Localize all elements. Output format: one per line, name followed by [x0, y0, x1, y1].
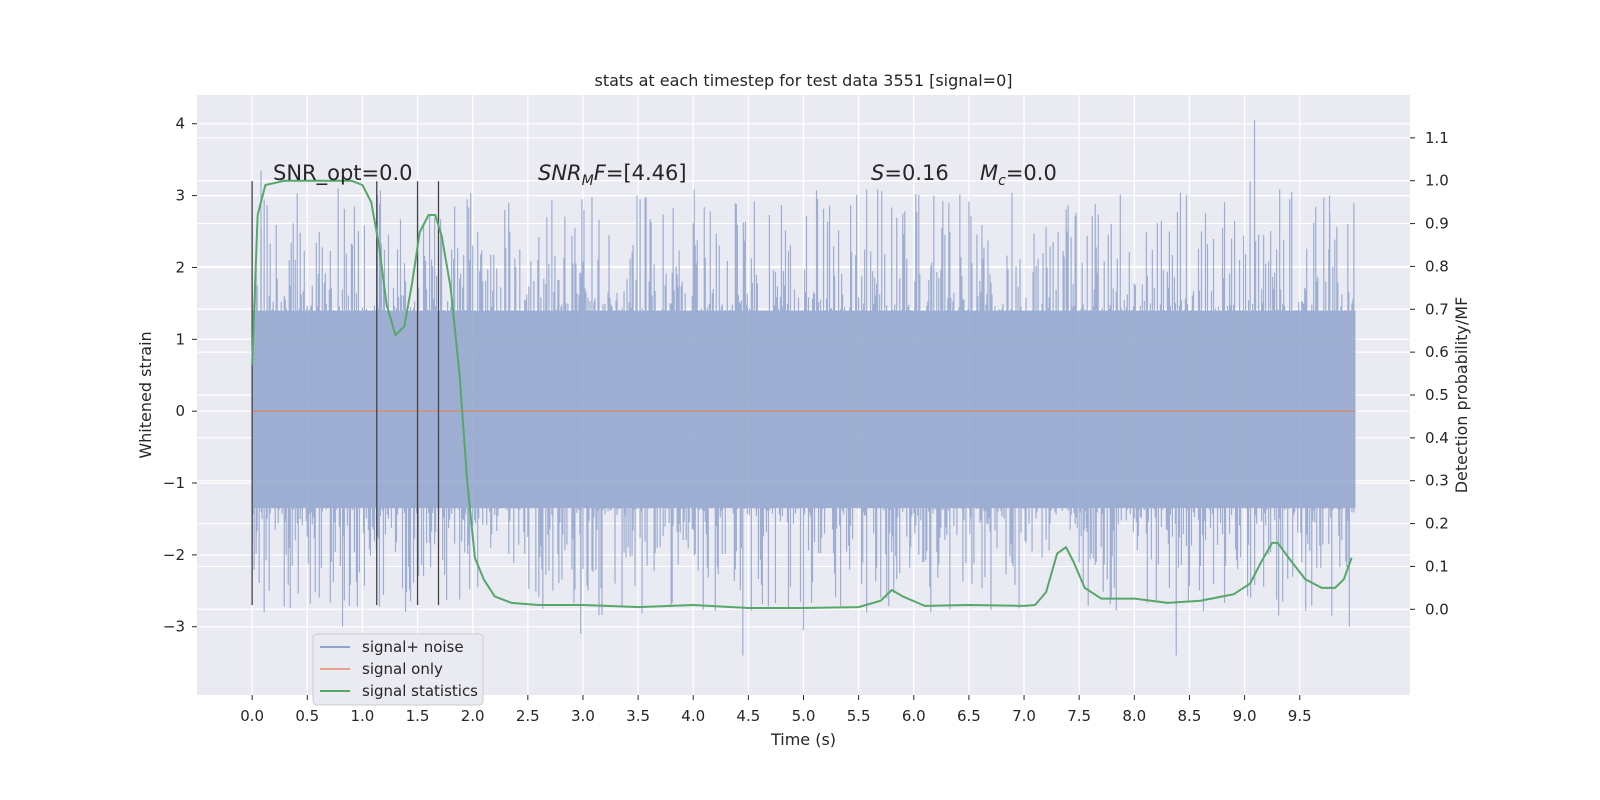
x-tick-label: 1.0 [350, 707, 374, 725]
annotation-mc: Mc=0.0 [980, 161, 1057, 189]
y-tick-label: −2 [163, 546, 185, 564]
snr-mf-sub: M [582, 173, 594, 189]
x-tick-label: 3.0 [571, 707, 595, 725]
x-tick-label: 5.0 [792, 707, 816, 725]
statistics-series [251, 179, 1353, 609]
y-tick-label: −1 [163, 474, 185, 492]
tick-labels: 0.0 0.5 1.0 1.5 2.0 2.5 3.0 3.5 4.0 4.5 5.0 5.5 6.0 6… [163, 115, 1449, 725]
y-right-tick-label: 0.9 [1425, 215, 1449, 233]
y-tick-label: 3 [175, 187, 185, 205]
chart-title: stats at each timestep for test data 355… [594, 71, 1012, 90]
y-right-tick-label: 0.6 [1425, 343, 1449, 361]
y-right-tick-label: 1.1 [1425, 129, 1449, 147]
x-tick-label: 3.5 [626, 707, 650, 725]
y-right-tick-label: 0.7 [1425, 300, 1449, 318]
x-tick-label: 4.5 [736, 707, 760, 725]
s-value: =0.16 [884, 161, 948, 185]
legend-box [312, 633, 484, 706]
annotation-snr-opt: SNR_opt=0.0 [273, 161, 413, 186]
x-tick-label: 1.5 [406, 707, 430, 725]
snr-mf-label: SNR [538, 161, 582, 185]
statistics-line [251, 179, 1353, 609]
y-tick-label: −3 [163, 618, 185, 636]
y-right-tick-label: 0.3 [1425, 472, 1449, 490]
snr-mf-var: F [594, 161, 607, 185]
y-right-axis-label: Detection probability/MF [1452, 297, 1471, 494]
x-tick-label: 8.0 [1122, 707, 1146, 725]
x-tick-label: 8.5 [1178, 707, 1202, 725]
y-right-tick-label: 0.2 [1425, 515, 1449, 533]
y-tick-label: 4 [175, 115, 185, 133]
annotation-s: S=0.16 [871, 161, 949, 185]
y-right-tick-label: 0.1 [1425, 557, 1449, 575]
x-tick-label: 6.5 [957, 707, 981, 725]
x-tick-label: 7.5 [1067, 707, 1091, 725]
y-right-tick-label: 0.5 [1425, 386, 1449, 404]
y-right-tick-label: 0.8 [1425, 257, 1449, 275]
y-right-tick-label: 0.0 [1425, 600, 1449, 618]
x-axis-label: Time (s) [770, 730, 836, 749]
y-tick-label: 1 [175, 330, 185, 348]
annotation-snr-mf: SNRMF=[4.46] [538, 161, 687, 189]
x-tick-label: 0.5 [295, 707, 319, 725]
mc-label: M [980, 161, 998, 185]
y-tick-label: 0 [175, 402, 185, 420]
legend-label-stats: signal statistics [362, 682, 478, 700]
annotations: SNR_opt=0.0 SNRMF=[4.46] S=0.16 Mc=0.0 [273, 161, 1057, 189]
x-tick-label: 4.0 [681, 707, 705, 725]
y-right-tick-label: 1.0 [1425, 172, 1449, 190]
y-right-tick-label: 0.4 [1425, 429, 1449, 447]
mc-value: =0.0 [1006, 161, 1057, 185]
x-tick-label: 7.0 [1012, 707, 1036, 725]
legend-label-signal: signal only [362, 660, 443, 678]
mc-sub: c [998, 173, 1006, 189]
x-tick-label: 9.5 [1288, 707, 1312, 725]
legend: signal+ noise signal only signal statist… [312, 633, 484, 706]
x-tick-label: 0.0 [240, 707, 264, 725]
x-tick-label: 6.0 [902, 707, 926, 725]
x-tick-label: 2.0 [461, 707, 485, 725]
snr-mf-value: =[4.46] [606, 161, 687, 185]
y-axis-label: Whitened strain [136, 331, 155, 458]
x-tick-label: 2.5 [516, 707, 540, 725]
y-tick-label: 2 [175, 258, 185, 276]
s-label: S [871, 161, 884, 185]
x-tick-label: 5.5 [847, 707, 871, 725]
legend-label-noise: signal+ noise [362, 638, 464, 656]
x-tick-label: 9.0 [1233, 707, 1257, 725]
